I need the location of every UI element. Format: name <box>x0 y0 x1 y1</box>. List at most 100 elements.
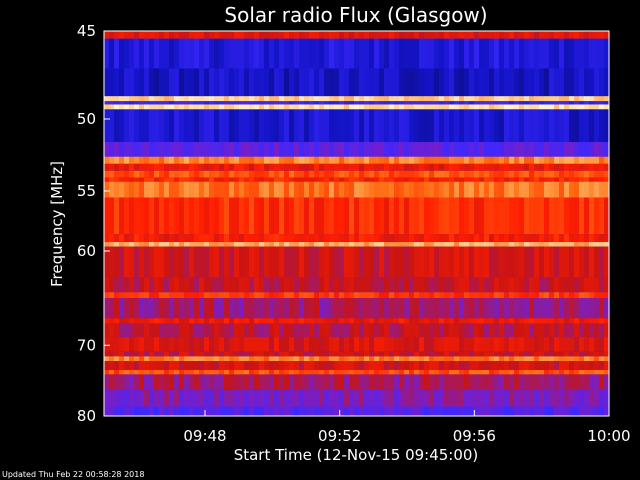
heatmap-cell <box>559 356 565 361</box>
heatmap-cell <box>474 406 480 416</box>
heatmap-cell <box>364 298 370 319</box>
heatmap-cell <box>284 197 290 235</box>
heatmap-cell <box>129 351 135 357</box>
heatmap-cell <box>219 389 225 407</box>
heatmap-cell <box>394 181 400 198</box>
heatmap-cell <box>204 234 210 243</box>
heatmap-cell <box>249 101 255 105</box>
heatmap-cell <box>224 374 230 390</box>
heatmap-cell <box>409 197 415 235</box>
heatmap-cell <box>134 101 140 105</box>
heatmap-cell <box>364 96 370 102</box>
heatmap-cell <box>169 31 175 39</box>
heatmap-cell <box>249 31 255 39</box>
y-tick-label: 80 <box>77 407 96 425</box>
heatmap-cell <box>519 38 525 69</box>
heatmap-cell <box>454 38 460 69</box>
heatmap-cell <box>579 318 585 324</box>
heatmap-cell <box>349 370 355 375</box>
heatmap-cell <box>489 31 495 39</box>
heatmap-cell <box>349 323 355 338</box>
heatmap-cell <box>579 177 585 182</box>
heatmap-cell <box>474 246 480 278</box>
heatmap-cell <box>429 246 435 278</box>
heatmap-cell <box>459 318 465 324</box>
heatmap-cell <box>379 109 385 143</box>
heatmap-cell <box>404 104 410 110</box>
heatmap-cell <box>299 298 305 319</box>
heatmap-cell <box>204 323 210 338</box>
heatmap-cell <box>284 374 290 390</box>
heatmap-cell <box>124 318 130 324</box>
heatmap-cell <box>444 370 450 375</box>
heatmap-cell <box>409 356 415 361</box>
heatmap-cell <box>239 292 245 298</box>
heatmap-cell <box>469 277 475 293</box>
heatmap-cell <box>414 31 420 39</box>
heatmap-cell <box>464 234 470 243</box>
heatmap-cell <box>539 156 545 164</box>
heatmap-cell <box>409 374 415 390</box>
heatmap-cell <box>324 292 330 298</box>
heatmap-cell <box>329 337 335 352</box>
heatmap-cell <box>539 142 545 157</box>
heatmap-cell <box>409 406 415 416</box>
heatmap-cell <box>424 177 430 182</box>
heatmap-cell <box>174 356 180 361</box>
heatmap-cell <box>379 242 385 247</box>
heatmap-cell <box>439 163 445 171</box>
heatmap-cell <box>489 356 495 361</box>
heatmap-cell <box>239 370 245 375</box>
heatmap-cell <box>129 68 135 97</box>
heatmap-cell <box>534 389 540 407</box>
heatmap-cell <box>334 277 340 293</box>
heatmap-cell <box>334 374 340 390</box>
heatmap-cell <box>604 156 610 164</box>
heatmap-cell <box>319 370 325 375</box>
heatmap-cell <box>414 370 420 375</box>
heatmap-cell <box>249 104 255 110</box>
heatmap-cell <box>474 356 480 361</box>
heatmap-cell <box>124 356 130 361</box>
heatmap-cell <box>204 197 210 235</box>
heatmap-cell <box>269 101 275 105</box>
heatmap-cell <box>434 177 440 182</box>
heatmap-cell <box>109 177 115 182</box>
heatmap-cell <box>604 318 610 324</box>
heatmap-cell <box>139 370 145 375</box>
heatmap-cell <box>204 101 210 105</box>
heatmap-cell <box>279 356 285 361</box>
heatmap-cell <box>234 68 240 97</box>
heatmap-cell <box>149 170 155 178</box>
heatmap-cell <box>109 374 115 390</box>
heatmap-cell <box>359 156 365 164</box>
heatmap-cell <box>199 156 205 164</box>
heatmap-cell <box>544 323 550 338</box>
heatmap-cell <box>399 351 405 357</box>
heatmap-cell <box>349 109 355 143</box>
heatmap-cell <box>159 96 165 102</box>
heatmap-cell <box>349 234 355 243</box>
heatmap-cell <box>569 96 575 102</box>
heatmap-cell <box>529 142 535 157</box>
heatmap-cell <box>274 323 280 338</box>
heatmap-cell <box>349 163 355 171</box>
heatmap-cell <box>359 31 365 39</box>
heatmap-cell <box>309 104 315 110</box>
heatmap-cell <box>224 370 230 375</box>
heatmap-cell <box>554 177 560 182</box>
heatmap-cell <box>434 361 440 371</box>
heatmap-cell <box>114 109 120 143</box>
heatmap-cell <box>469 292 475 298</box>
heatmap-cell <box>604 292 610 298</box>
heatmap-cell <box>604 298 610 319</box>
heatmap-cell <box>589 177 595 182</box>
heatmap-cell <box>454 351 460 357</box>
heatmap-cell <box>534 242 540 247</box>
heatmap-cell <box>199 246 205 278</box>
heatmap-cell <box>529 31 535 39</box>
heatmap-cell <box>504 298 510 319</box>
heatmap-cell <box>424 156 430 164</box>
heatmap-cell <box>394 242 400 247</box>
heatmap-cell <box>294 177 300 182</box>
